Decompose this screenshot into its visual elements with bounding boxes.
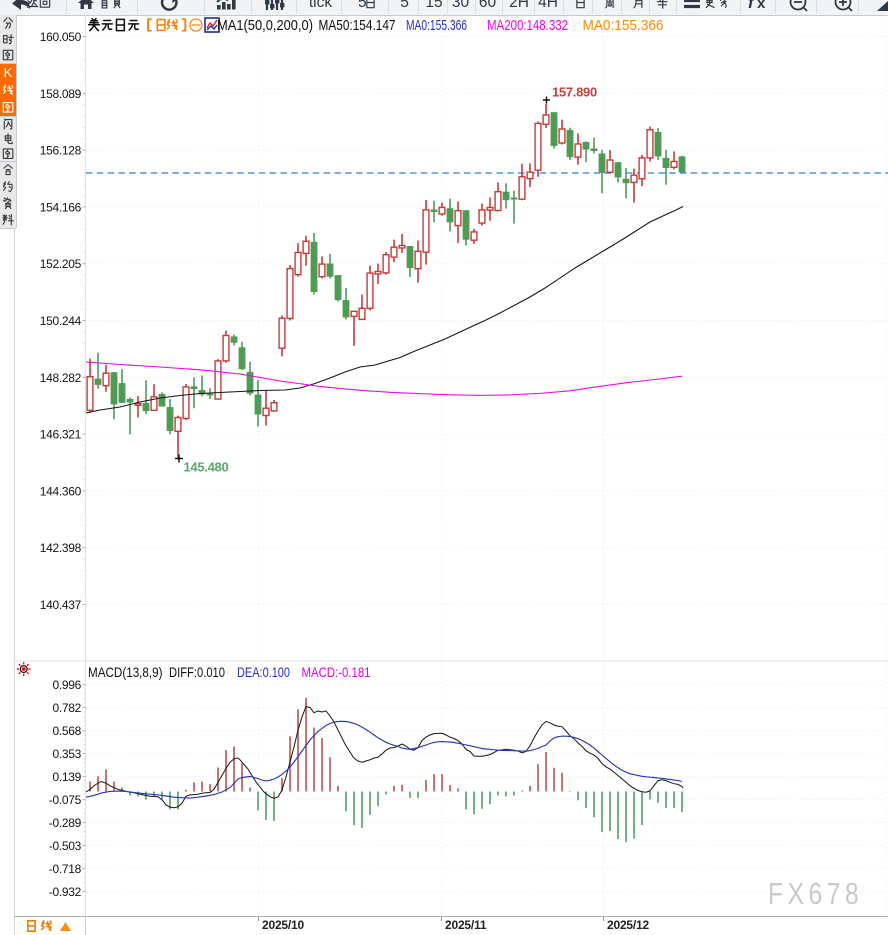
svg-text:-0.718: -0.718 (49, 862, 82, 876)
svg-text:MACD:-0.181: MACD:-0.181 (302, 664, 371, 680)
svg-text:x: x (757, 0, 766, 12)
svg-text:0.568: 0.568 (52, 724, 81, 738)
svg-text:f: f (748, 0, 756, 12)
svg-text:-0.075: -0.075 (49, 793, 82, 807)
svg-text:MA1(50,0,200,0): MA1(50,0,200,0) (217, 17, 313, 34)
svg-text:15: 15 (425, 0, 442, 11)
svg-text:0.353: 0.353 (52, 747, 81, 761)
svg-text:145.480: 145.480 (184, 460, 229, 475)
svg-text:2025/10: 2025/10 (262, 918, 305, 932)
svg-text:4H: 4H (538, 0, 558, 11)
svg-text:-0.289: -0.289 (49, 816, 82, 830)
svg-text:2H: 2H (509, 0, 529, 11)
svg-text:-0.503: -0.503 (49, 839, 82, 853)
svg-text:150.244: 150.244 (40, 314, 82, 328)
svg-text:0.139: 0.139 (52, 770, 81, 784)
svg-text:152.205: 152.205 (40, 257, 82, 271)
svg-text:K: K (4, 65, 13, 80)
svg-text:2025/11: 2025/11 (445, 918, 487, 932)
svg-text:154.166: 154.166 (40, 200, 82, 214)
svg-text:157.890: 157.890 (552, 85, 597, 100)
svg-text:FX678: FX678 (768, 876, 863, 910)
svg-text:158.089: 158.089 (40, 87, 82, 101)
svg-text:160.050: 160.050 (40, 30, 82, 44)
svg-text:144.360: 144.360 (40, 484, 82, 498)
svg-text:2025/12: 2025/12 (607, 918, 650, 932)
svg-text:146.321: 146.321 (40, 428, 82, 442)
svg-text:148.282: 148.282 (40, 371, 82, 385)
svg-text:MA0:155.366: MA0:155.366 (406, 17, 467, 34)
svg-text:DIFF:0.010: DIFF:0.010 (169, 664, 225, 680)
svg-text:5: 5 (400, 0, 409, 11)
svg-text:0.782: 0.782 (52, 701, 81, 715)
svg-text:tick: tick (309, 0, 333, 11)
svg-text:MACD(13,8,9): MACD(13,8,9) (88, 664, 163, 680)
svg-text:MA0:155.366: MA0:155.366 (583, 17, 664, 34)
svg-text:0.996: 0.996 (52, 678, 81, 692)
svg-text:30: 30 (452, 0, 470, 11)
svg-text:5: 5 (358, 0, 367, 11)
svg-text:60: 60 (479, 0, 497, 11)
svg-text:MA200:148.332: MA200:148.332 (487, 17, 568, 34)
svg-text:MA50:154.147: MA50:154.147 (319, 17, 396, 34)
svg-text:142.398: 142.398 (40, 541, 82, 555)
svg-text:DEA:0.100: DEA:0.100 (237, 664, 290, 680)
svg-text:-0.932: -0.932 (49, 885, 82, 899)
svg-text:156.128: 156.128 (40, 144, 82, 158)
svg-text:140.437: 140.437 (40, 598, 82, 612)
